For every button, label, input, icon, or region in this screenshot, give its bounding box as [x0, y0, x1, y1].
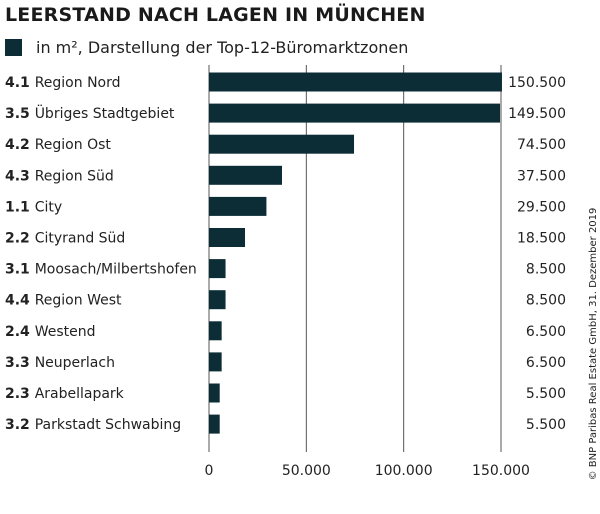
- category-name: Moosach/Milbertshofen: [35, 262, 197, 278]
- data-label: 6.500: [526, 324, 566, 340]
- x-tick-label: 50.000: [282, 463, 331, 479]
- data-label: 18.500: [517, 231, 566, 247]
- bar: [209, 290, 226, 310]
- bar: [209, 228, 246, 247]
- category-label: 1.1 City: [5, 199, 62, 215]
- category-code: 4.1: [5, 75, 35, 91]
- category-code: 4.4: [5, 293, 35, 309]
- bar: [209, 321, 222, 341]
- category-name: Region Nord: [35, 75, 121, 91]
- source-credit: © BNP Paribas Real Estate GmbH, 31. Deze…: [588, 208, 599, 481]
- category-code: 3.2: [5, 417, 35, 433]
- data-label: 149.500: [508, 106, 566, 122]
- bar: [209, 134, 355, 154]
- bar: [209, 414, 220, 434]
- category-label: 2.3 Arabellapark: [5, 386, 125, 402]
- category-label: 2.2 Cityrand Süd: [5, 231, 125, 247]
- category-name: Cityrand Süd: [35, 231, 126, 247]
- category-code: 1.1: [5, 199, 35, 215]
- category-code: 4.2: [5, 137, 35, 153]
- x-tick-label: 150.000: [472, 463, 530, 479]
- data-label: 8.500: [526, 293, 566, 309]
- bar: [209, 196, 267, 216]
- category-label: 3.3 Neuperlach: [5, 355, 115, 371]
- x-tick-label: 0: [205, 463, 214, 479]
- category-name: Arabellapark: [35, 386, 125, 402]
- category-code: 2.4: [5, 324, 35, 340]
- category-name: Neuperlach: [35, 355, 115, 371]
- data-label: 8.500: [526, 262, 566, 278]
- bar: [209, 383, 220, 403]
- category-name: Westend: [35, 324, 96, 340]
- data-label: 5.500: [526, 417, 566, 433]
- category-name: Region West: [35, 293, 122, 309]
- x-tick-label: 100.000: [375, 463, 433, 479]
- data-label: 150.500: [508, 75, 566, 91]
- category-label: 4.2 Region Ost: [5, 137, 111, 153]
- bar: [209, 259, 226, 279]
- data-label: 6.500: [526, 355, 566, 371]
- category-code: 2.2: [5, 231, 35, 247]
- category-code: 2.3: [5, 386, 35, 402]
- category-label: 4.4 Region West: [5, 293, 122, 309]
- category-label: 3.1 Moosach/Milbertshofen: [5, 262, 197, 278]
- chart-title: LEERSTAND NACH LAGEN IN MÜNCHEN: [5, 4, 426, 26]
- data-label: 37.500: [517, 168, 566, 184]
- data-label: 74.500: [517, 137, 566, 153]
- category-code: 3.5: [5, 106, 35, 122]
- bar: [209, 165, 282, 185]
- category-code: 3.1: [5, 262, 35, 278]
- category-name: City: [35, 199, 62, 215]
- bar: [209, 103, 501, 123]
- category-code: 4.3: [5, 168, 35, 184]
- category-label: 4.1 Region Nord: [5, 75, 121, 91]
- category-code: 3.3: [5, 355, 35, 371]
- category-label: 3.5 Übriges Stadtgebiet: [5, 104, 175, 122]
- category-name: Parkstadt Schwabing: [35, 417, 181, 433]
- bar: [209, 352, 222, 372]
- category-name: Region Ost: [35, 137, 112, 153]
- category-label: 4.3 Region Süd: [5, 168, 114, 184]
- data-label: 5.500: [526, 386, 566, 402]
- bar: [209, 72, 502, 92]
- data-label: 29.500: [517, 199, 566, 215]
- category-name: Übriges Stadtgebiet: [35, 104, 175, 122]
- legend: in m², Darstellung der Top-12-Büromarktz…: [5, 38, 408, 57]
- category-label: 2.4 Westend: [5, 324, 95, 340]
- category-name: Region Süd: [35, 168, 114, 184]
- legend-label: in m², Darstellung der Top-12-Büromarktz…: [36, 38, 409, 57]
- legend-swatch: [5, 39, 22, 56]
- category-label: 3.2 Parkstadt Schwabing: [5, 417, 181, 433]
